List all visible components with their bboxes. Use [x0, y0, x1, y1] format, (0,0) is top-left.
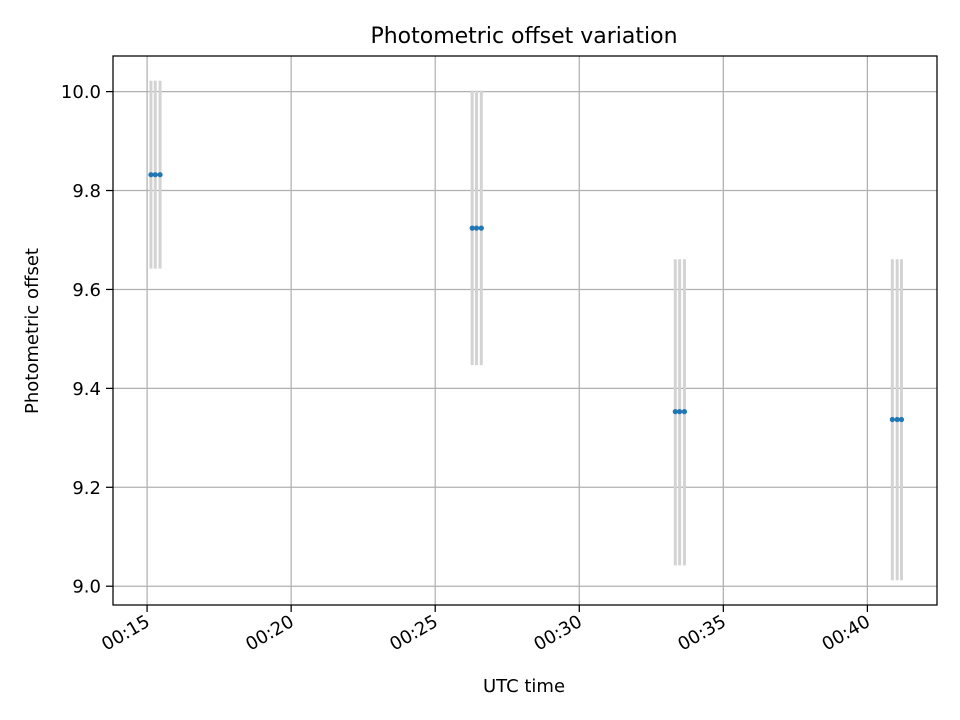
data-point	[898, 416, 905, 423]
x-axis-label: UTC time	[483, 676, 565, 697]
y-tick-label: 9.8	[72, 181, 101, 202]
data-point	[152, 172, 158, 178]
y-tick-label: 9.4	[72, 379, 101, 400]
data-point	[677, 409, 683, 415]
y-tick-label: 9.2	[72, 478, 101, 499]
data-point	[681, 409, 688, 415]
data-point	[478, 225, 484, 231]
data-point	[889, 416, 895, 423]
chart-title: Photometric offset variation	[370, 24, 677, 49]
y-tick-label: 9.6	[72, 280, 101, 301]
data-point	[469, 225, 475, 231]
y-axis-label: Photometric offset	[22, 248, 43, 414]
data-point	[473, 225, 480, 231]
data-point	[148, 172, 154, 178]
data-point	[894, 416, 900, 423]
data-point	[672, 409, 678, 415]
y-tick-label: 10.0	[61, 82, 101, 103]
data-points	[148, 172, 905, 423]
plot-frame	[112, 55, 938, 606]
grid	[113, 56, 937, 605]
data-point	[157, 172, 163, 178]
y-tick-label: 9.0	[72, 577, 101, 598]
